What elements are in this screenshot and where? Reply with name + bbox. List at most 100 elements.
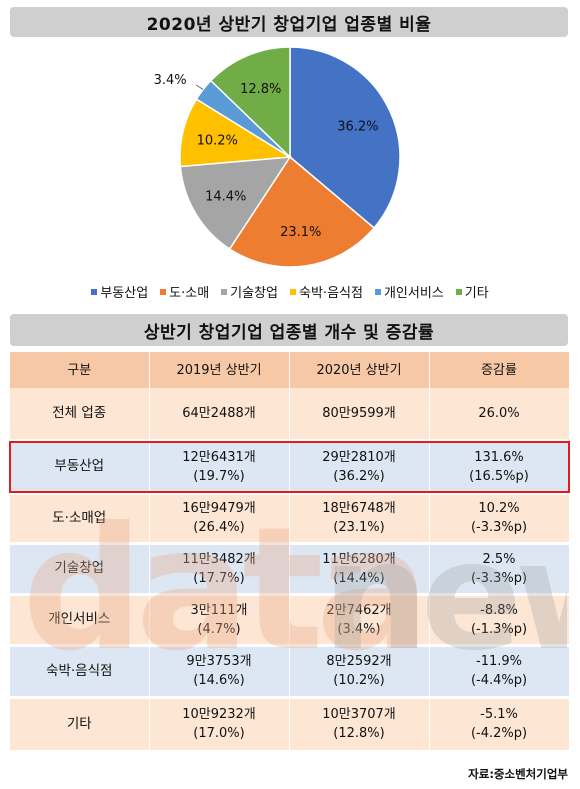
table-row: 기술창업 11만3482개 (17.7%) 11만6280개 (14.4%) 2.5% (-… <box>10 543 570 596</box>
legend-label: 숙박·음식점 <box>299 286 363 301</box>
cell-category: 전체 업종 <box>10 388 150 442</box>
highlight-box <box>9 441 570 493</box>
table-row: 전체 업종 64만2488개 80만9599개 26.0% <box>10 388 570 442</box>
cell-value: 기술창업 <box>54 560 105 576</box>
table-row: 개인서비스 3만111개 (4.7%) 2만7462개 (3.4%) -8.8% (-1.3… <box>10 594 570 647</box>
cell-share: (-3.3%p) <box>470 520 528 535</box>
cell-value: 10만3707개 <box>322 707 396 722</box>
pie-data-label: 10.2% <box>197 134 238 149</box>
column-header-category: 구분 <box>10 352 150 388</box>
cell-value: -8.8% <box>480 602 518 618</box>
cell-value: 10.2% <box>478 501 520 516</box>
legend-swatch <box>160 288 167 295</box>
cell-2020: 8만2592개 (10.2%) <box>289 645 430 699</box>
cell-value: 개인서비스 <box>48 611 111 627</box>
cell-value: 2만7462개 <box>326 602 392 618</box>
cell-share: (-1.3%p) <box>470 621 528 637</box>
pie-chart-title: 2020년 상반기 창업기업 업종별 비율 <box>10 7 568 37</box>
cell-share: (-4.2%p) <box>470 726 528 741</box>
cell-value: 도·소매업 <box>52 509 107 526</box>
cell-value: 9만3753개 <box>186 654 252 669</box>
cell-2020: 10만3707개 (12.8%) <box>289 697 430 753</box>
table-row: 부동산업 12만6431개 (19.7%) 29만2810개 (36.2%) 131.6%… <box>10 440 570 495</box>
cell-2020: 2만7462개 (3.4%) <box>289 594 430 647</box>
legend-label: 기타 <box>464 286 489 301</box>
table-row: 숙박·음식점 9만3753개 (14.6%) 8만2592개 (10.2%) -11.9%… <box>10 645 570 699</box>
cell-value: 64만2488개 <box>182 405 256 421</box>
cell-change: -8.8% (-1.3%p) <box>429 594 570 647</box>
cell-2020: 80만9599개 <box>289 388 430 442</box>
cell-2020: 29만2810개 (36.2%) <box>289 440 430 495</box>
legend-label: 개인서비스 <box>383 286 444 301</box>
cell-change: 26.0% <box>429 388 570 442</box>
cell-value: 16만9479개 <box>182 501 256 516</box>
cell-share: (12.8%) <box>333 726 385 741</box>
cell-change: 131.6% (16.5%p) <box>429 440 570 495</box>
legend-swatch <box>455 288 462 295</box>
pie-slice-3 <box>179 156 292 251</box>
cell-change: 10.2% (-3.3%p) <box>429 493 570 545</box>
cell-value: 3만111개 <box>190 602 248 618</box>
cell-share: (14.6%) <box>193 673 245 688</box>
cell-value: 131.6% <box>474 449 524 465</box>
cell-category: 개인서비스 <box>10 594 150 647</box>
cell-share: (36.2%) <box>333 468 385 484</box>
cell-share: (16.5%p) <box>469 468 529 484</box>
pie-slice-6 <box>209 46 291 159</box>
cell-share: (4.7%) <box>197 621 241 637</box>
legend-item: 도·소매 <box>160 282 209 301</box>
table-row: 도·소매업 16만9479개 (26.4%) 18만6748개 (23.1%) 10.2%… <box>10 493 570 545</box>
table-row: 기타 10만9232개 (17.0%) 10만3707개 (12.8%) -5.1% (-4… <box>10 697 570 753</box>
cell-value: -5.1% <box>480 707 518 722</box>
cell-category: 숙박·음식점 <box>10 645 150 699</box>
cell-category: 기타 <box>10 697 150 753</box>
legend-label: 기술창업 <box>230 286 279 301</box>
legend-label: 부동산업 <box>100 286 149 301</box>
cell-share: (10.2%) <box>333 673 385 688</box>
cell-share: (3.4%) <box>337 621 381 637</box>
cell-change: 2.5% (-3.3%p) <box>429 543 570 596</box>
cell-value: 8만2592개 <box>326 654 392 669</box>
legend-swatch <box>221 288 228 295</box>
legend-item: 부동산업 <box>91 282 148 301</box>
cell-category: 기술창업 <box>10 543 150 596</box>
cell-value: 26.0% <box>478 405 520 421</box>
cell-value: 80만9599개 <box>322 405 396 421</box>
cell-2019: 9만3753개 (14.6%) <box>149 645 290 699</box>
pie-slice-2 <box>228 155 376 268</box>
legend-item: 기타 <box>455 282 489 301</box>
column-header-2020: 2020년 상반기 <box>289 352 430 388</box>
cell-value: 부동산업 <box>54 458 105 474</box>
legend-swatch <box>91 288 98 295</box>
table-title: 상반기 창업기업 업종별 개수 및 증감률 <box>10 314 568 346</box>
column-header-change: 증감률 <box>429 352 570 388</box>
cell-share: (23.1%) <box>333 520 385 535</box>
legend-item: 개인서비스 <box>374 282 444 301</box>
pie-data-label: 23.1% <box>280 225 321 240</box>
cell-share: (17.0%) <box>193 726 245 741</box>
cell-2020: 18만6748개 (23.1%) <box>289 493 430 545</box>
cell-category: 부동산업 <box>10 440 150 495</box>
legend-label: 도·소매 <box>169 286 210 301</box>
cell-value: -11.9% <box>476 654 522 669</box>
cell-value: 숙박·음식점 <box>46 662 113 679</box>
cell-value: 11만6280개 <box>322 551 396 567</box>
legend-item: 숙박·음식점 <box>290 282 363 301</box>
cell-2019: 16만9479개 (26.4%) <box>149 493 290 545</box>
cell-category: 도·소매업 <box>10 493 150 545</box>
cell-value: 11만3482개 <box>182 551 256 567</box>
cell-value: 전체 업종 <box>52 404 107 421</box>
cell-value: 18만6748개 <box>322 501 396 516</box>
pie-slice-4 <box>179 98 293 168</box>
legend-swatch <box>290 288 297 295</box>
cell-share: (14.4%) <box>333 570 385 586</box>
cell-share: (-3.3%p) <box>470 570 528 586</box>
legend-swatch <box>374 288 381 295</box>
source-note: 자료:중소벤처기업부 <box>468 767 568 781</box>
pie-slice-1 <box>289 46 401 230</box>
pie-leader-line <box>195 84 204 90</box>
pie-data-label: 36.2% <box>337 120 378 135</box>
cell-2019: 12만6431개 (19.7%) <box>149 440 290 495</box>
cell-2020: 11만6280개 (14.4%) <box>289 543 430 596</box>
cell-value: 12만6431개 <box>182 449 256 465</box>
